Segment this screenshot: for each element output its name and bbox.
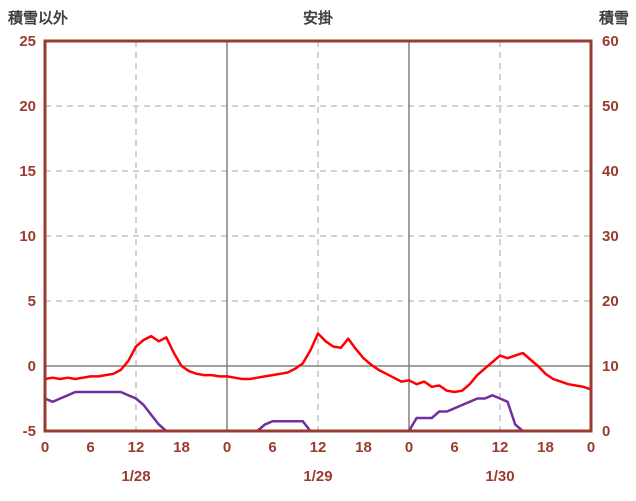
left-axis-tick: -5: [23, 423, 36, 440]
x-axis-tick: 12: [128, 439, 145, 456]
right-axis-tick: 0: [602, 423, 610, 440]
day-label: 1/29: [303, 468, 332, 485]
red-series-line: [43, 332, 593, 394]
x-axis-tick: 0: [587, 439, 595, 456]
x-axis-tick: 0: [223, 439, 231, 456]
x-axis-tick: 0: [41, 439, 49, 456]
day-label: 1/28: [121, 468, 150, 485]
right-axis-tick: 20: [602, 293, 619, 310]
x-axis-tick: 12: [310, 439, 327, 456]
right-axis-tick: 30: [602, 228, 619, 245]
day-label: 1/30: [485, 468, 514, 485]
plot-frame: [43, 39, 593, 433]
right-axis-tick: 50: [602, 98, 619, 115]
x-axis-tick: 18: [173, 439, 190, 456]
x-axis-tick: 6: [450, 439, 458, 456]
left-axis-tick: 10: [19, 228, 36, 245]
left-axis-tick: 0: [28, 358, 36, 375]
right-axis-tick: 60: [602, 33, 619, 50]
x-axis-tick: 12: [492, 439, 509, 456]
left-axis-tick: 5: [28, 293, 36, 310]
right-axis-title: 積雪: [598, 10, 629, 27]
x-axis-tick: 6: [86, 439, 94, 456]
right-axis-tick: 10: [602, 358, 619, 375]
left-axis-tick: 25: [19, 33, 36, 50]
left-axis-title: 積雪以外: [8, 10, 69, 27]
x-axis-tick: 6: [268, 439, 276, 456]
x-axis-tick: 18: [537, 439, 554, 456]
x-axis-tick: 0: [405, 439, 413, 456]
x-axis-tick: 18: [355, 439, 372, 456]
chart-title: 安掛: [302, 10, 333, 27]
left-axis-tick: 20: [19, 98, 36, 115]
right-axis-tick: 40: [602, 163, 619, 180]
left-axis-tick: 15: [19, 163, 36, 180]
